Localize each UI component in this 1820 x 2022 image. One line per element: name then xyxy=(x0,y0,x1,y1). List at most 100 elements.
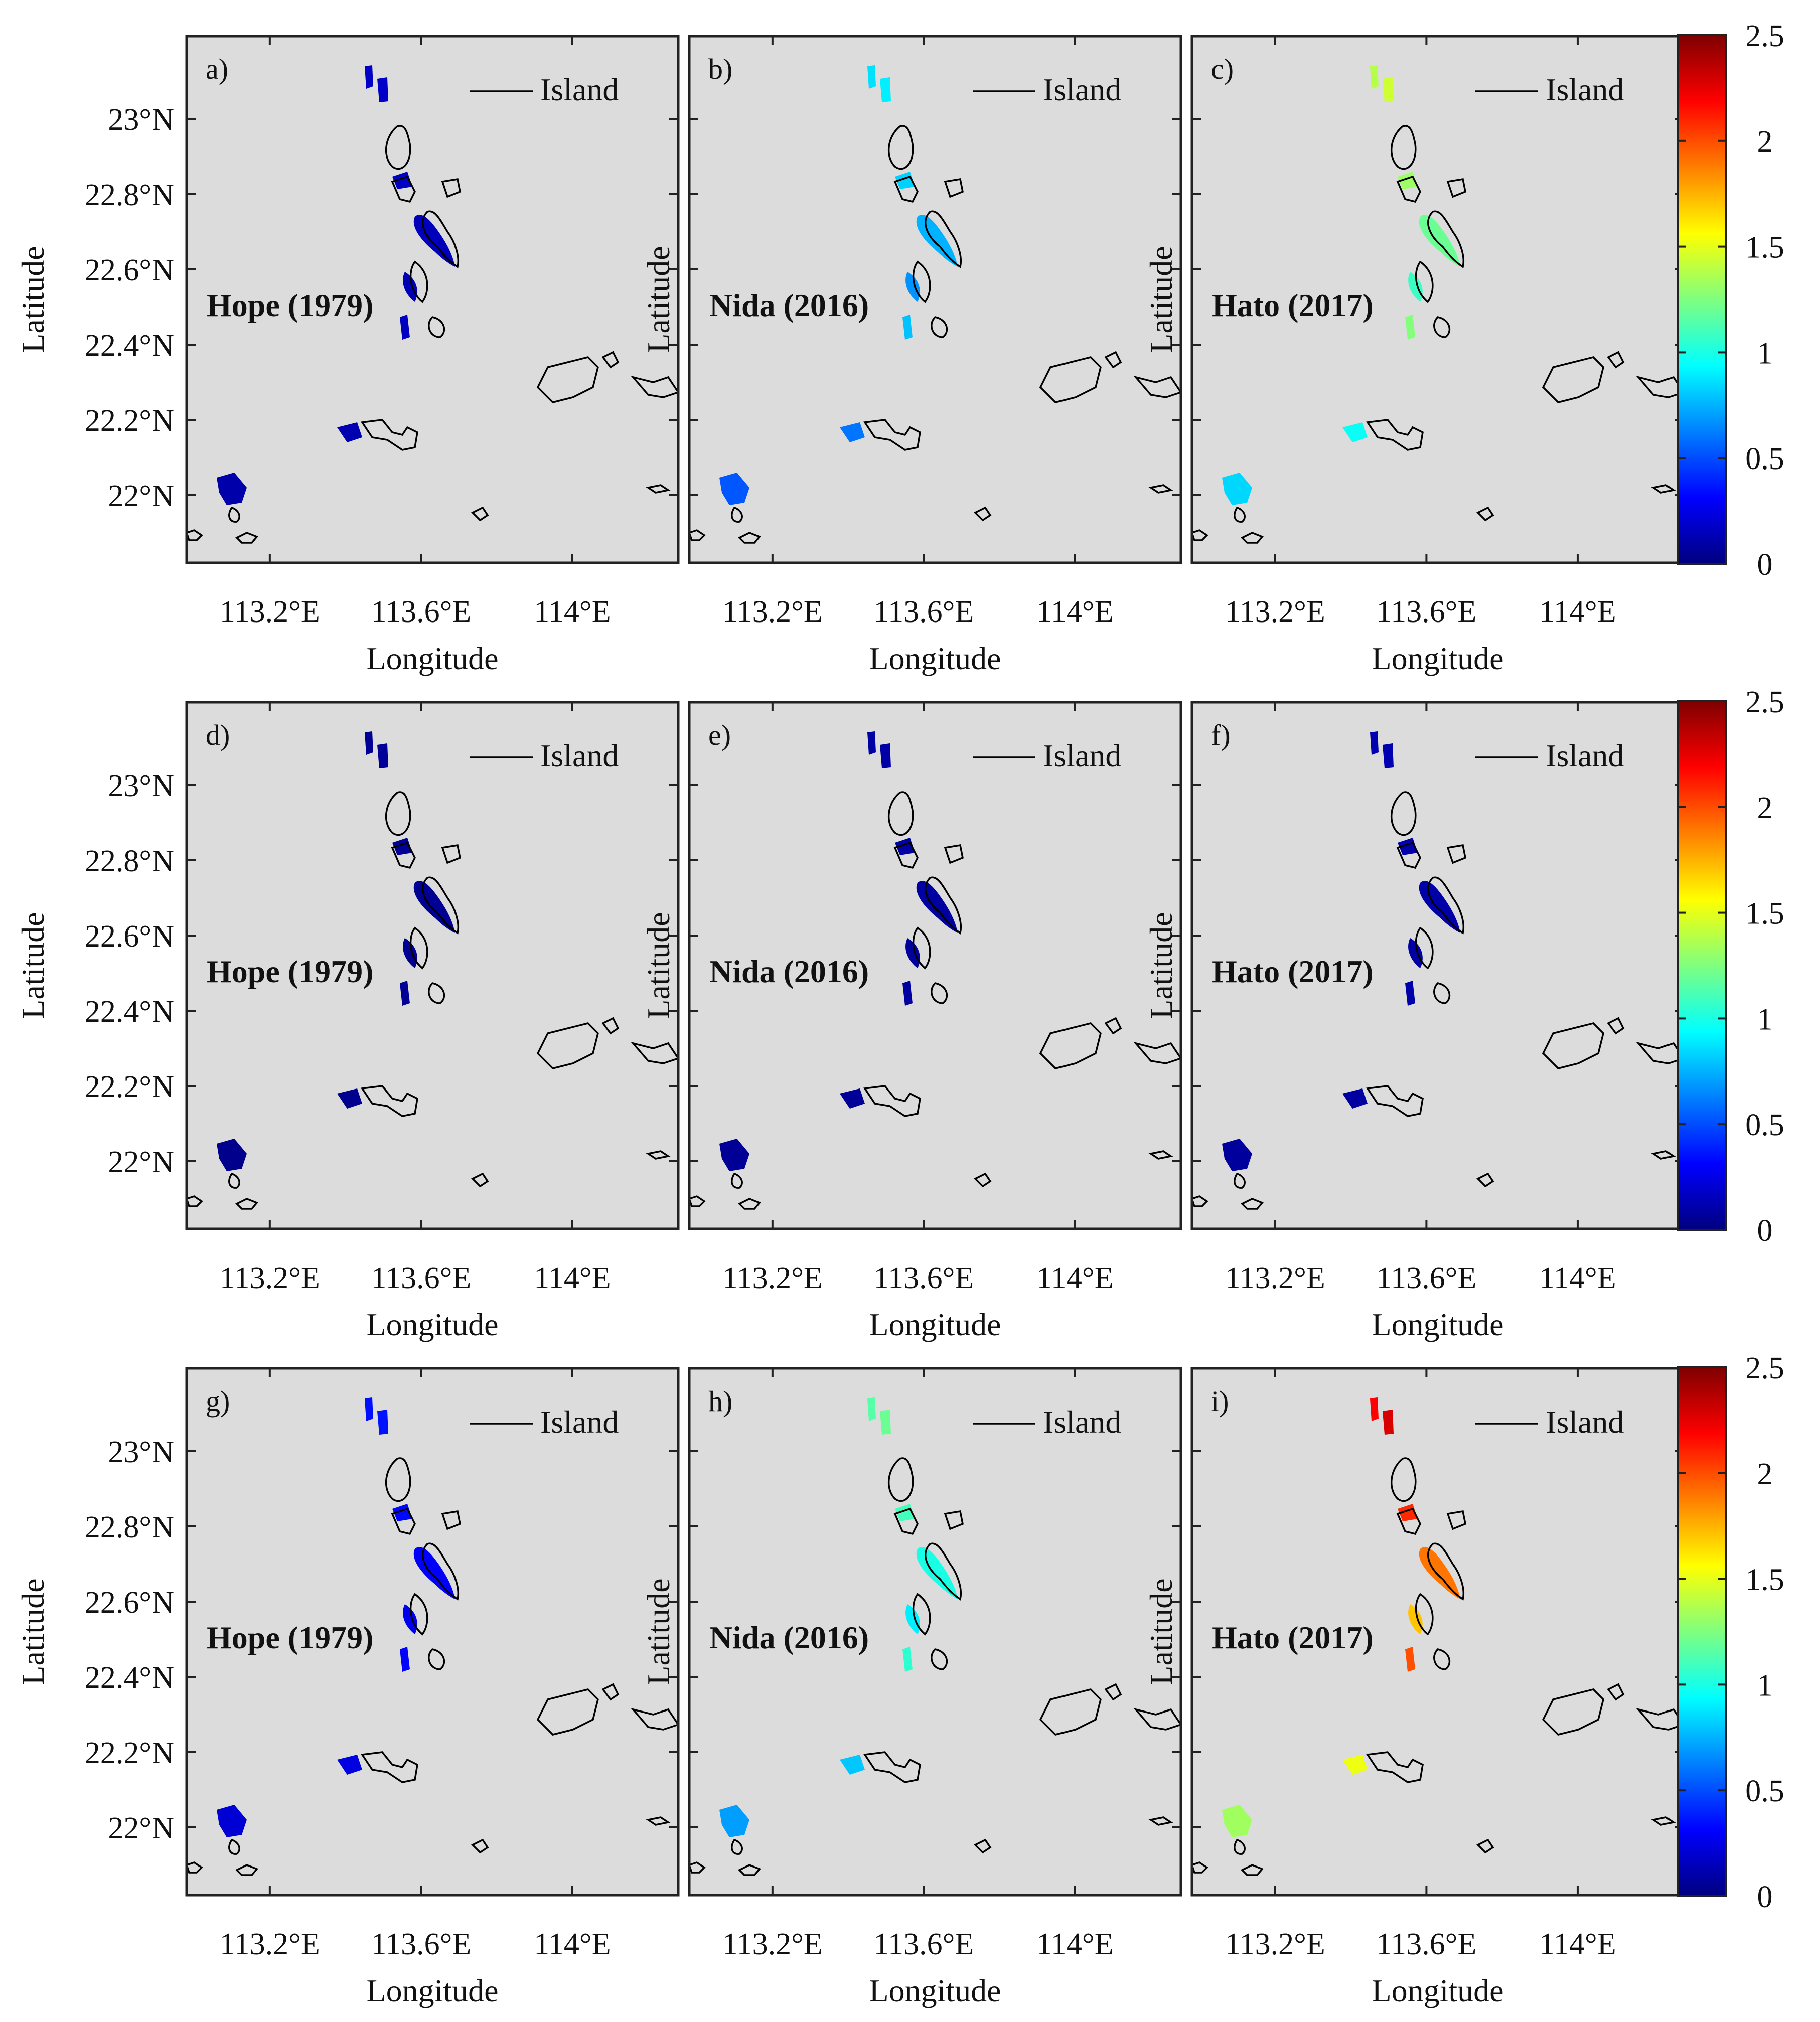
flood-patch xyxy=(1408,272,1423,302)
x-tick-label: 113.2°E xyxy=(722,1927,823,1961)
x-tick-label: 114°E xyxy=(1539,595,1616,629)
storm-label: Nida (2016) xyxy=(709,287,869,323)
flood-patch xyxy=(902,315,913,340)
legend-label: Island xyxy=(1546,1404,1624,1440)
storm-label: Hope (1979) xyxy=(207,954,373,989)
x-axis-label: Longitude xyxy=(366,1307,498,1342)
y-tick-label: 22°N xyxy=(108,1145,174,1179)
x-tick-label: 114°E xyxy=(1539,1261,1616,1295)
y-axis-label: Latitude xyxy=(1143,246,1179,353)
x-tick-label: 113.6°E xyxy=(1376,595,1476,629)
colorbar-gradient xyxy=(1678,701,1726,1230)
panel-grid: a) Hope (1979) Island 113.2°E 113.6°E 114°E Lo… xyxy=(15,35,1685,2008)
x-tick-label: 114°E xyxy=(534,1261,611,1295)
map-panel: d) Hope (1979) Island 113.2°E 113.6°E 114°E Lo… xyxy=(15,701,680,1342)
flood-patch xyxy=(1222,473,1252,505)
flood-patch xyxy=(377,77,388,102)
colorbar-tick-label: 1 xyxy=(1757,1668,1773,1702)
flood-patch xyxy=(1383,743,1394,768)
colorbar-tick-label: 0.5 xyxy=(1745,442,1784,476)
y-tick-label: 22.2°N xyxy=(85,1070,174,1104)
y-tick-label: 22.6°N xyxy=(85,253,174,287)
y-tick-label: 22.2°N xyxy=(85,1736,174,1770)
y-tick-label: 22.8°N xyxy=(85,844,174,878)
colorbar-gradient xyxy=(1678,1367,1726,1896)
flood-patch xyxy=(1408,1604,1423,1634)
legend-label: Island xyxy=(540,738,619,773)
panel-frame xyxy=(185,35,680,564)
flood-patch xyxy=(403,1604,417,1634)
map-panel: a) Hope (1979) Island 113.2°E 113.6°E 114°E Lo… xyxy=(15,35,680,676)
x-tick-label: 113.2°E xyxy=(1225,1927,1325,1961)
y-tick-label: 22.4°N xyxy=(85,995,174,1029)
flood-patch xyxy=(217,473,247,505)
flood-patch xyxy=(400,981,410,1006)
flood-patch xyxy=(365,65,373,89)
colorbar-tick-label: 2.5 xyxy=(1745,19,1784,53)
flood-patch xyxy=(1370,1397,1379,1421)
y-axis-label: Latitude xyxy=(641,1578,676,1685)
x-tick-label: 113.2°E xyxy=(220,1927,320,1961)
colorbar-tick-label: 2.5 xyxy=(1745,685,1784,719)
flood-patch xyxy=(1342,422,1368,442)
flood-patch xyxy=(1222,1805,1252,1837)
panel-frame xyxy=(688,1367,1182,1897)
y-tick-label: 22.4°N xyxy=(85,1661,174,1695)
flood-patch xyxy=(867,1397,876,1421)
panel-letter: h) xyxy=(708,1385,732,1418)
flood-patch xyxy=(1222,1139,1252,1171)
legend-label: Island xyxy=(1043,72,1121,107)
x-axis-label: Longitude xyxy=(869,1973,1001,2008)
y-tick-label: 22.8°N xyxy=(85,1510,174,1544)
flood-patch xyxy=(867,65,876,89)
map-panel: h) Nida (2016) Island 113.2°E 113.6°E 114°E Lo… xyxy=(641,1367,1182,2008)
y-axis-label: Latitude xyxy=(15,246,51,353)
colorbar-tick-label: 0.5 xyxy=(1745,1774,1784,1808)
map-panel: c) Hato (2017) Island 113.2°E 113.6°E 114°E Lo… xyxy=(1143,35,1685,676)
legend-label: Island xyxy=(540,1404,619,1440)
flood-patch xyxy=(880,77,891,102)
x-tick-label: 114°E xyxy=(1036,1927,1113,1961)
legend-label: Island xyxy=(1546,738,1624,773)
flood-patch xyxy=(1405,1647,1415,1672)
y-tick-label: 22°N xyxy=(108,1811,174,1845)
map-panel: i) Hato (2017) Island 113.2°E 113.6°E 114°E Lo… xyxy=(1143,1367,1685,2008)
x-tick-label: 113.2°E xyxy=(220,595,320,629)
panel-letter: b) xyxy=(708,53,732,85)
colorbar-group: 2.5 2 1.5 1 0.5 0 2.5 2 1.5 1 0.5 0 2.5 2 1.5 1 0.5 0 xyxy=(1677,19,1784,1914)
colorbar-tick-label: 0 xyxy=(1757,1880,1773,1914)
y-axis-label: Latitude xyxy=(15,1578,51,1685)
panel-letter: e) xyxy=(708,719,731,751)
y-tick-label: 22.2°N xyxy=(85,404,174,438)
flood-patch xyxy=(905,272,920,302)
colorbar-tick-label: 2 xyxy=(1757,1457,1773,1491)
x-tick-label: 114°E xyxy=(534,1927,611,1961)
colorbar: 2.5 2 1.5 1 0.5 0 xyxy=(1677,1351,1784,1914)
panel-letter: g) xyxy=(206,1385,230,1418)
y-tick-label: 22.4°N xyxy=(85,329,174,363)
x-axis-label: Longitude xyxy=(1372,641,1503,676)
colorbar-frame xyxy=(1677,1366,1727,1897)
legend-label: Island xyxy=(540,72,619,107)
x-tick-label: 113.2°E xyxy=(220,1261,320,1295)
flood-patch xyxy=(217,1805,247,1837)
colorbar-frame xyxy=(1677,34,1727,565)
legend-label: Island xyxy=(1043,738,1121,773)
flood-patch xyxy=(377,1410,388,1435)
x-tick-label: 113.2°E xyxy=(722,595,823,629)
flood-patch xyxy=(1342,1088,1368,1109)
flood-patch xyxy=(400,315,410,340)
panel-frame xyxy=(185,1367,680,1897)
x-tick-label: 114°E xyxy=(534,595,611,629)
x-tick-label: 113.6°E xyxy=(371,1261,471,1295)
flood-patch xyxy=(880,743,891,768)
colorbar-tick-label: 0.5 xyxy=(1745,1108,1784,1142)
colorbar-gradient xyxy=(1678,35,1726,564)
storm-label: Hato (2017) xyxy=(1212,1620,1374,1655)
colorbar-tick-label: 0 xyxy=(1757,1214,1773,1248)
legend-label: Island xyxy=(1043,1404,1121,1440)
flood-patch xyxy=(905,938,920,968)
colorbar: 2.5 2 1.5 1 0.5 0 xyxy=(1677,685,1784,1248)
x-tick-label: 113.6°E xyxy=(873,595,974,629)
flood-patch xyxy=(217,1139,247,1171)
